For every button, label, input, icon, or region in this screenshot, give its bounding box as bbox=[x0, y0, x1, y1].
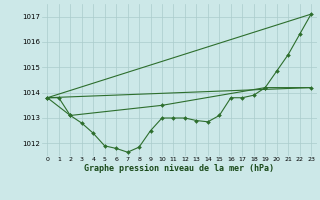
X-axis label: Graphe pression niveau de la mer (hPa): Graphe pression niveau de la mer (hPa) bbox=[84, 164, 274, 173]
